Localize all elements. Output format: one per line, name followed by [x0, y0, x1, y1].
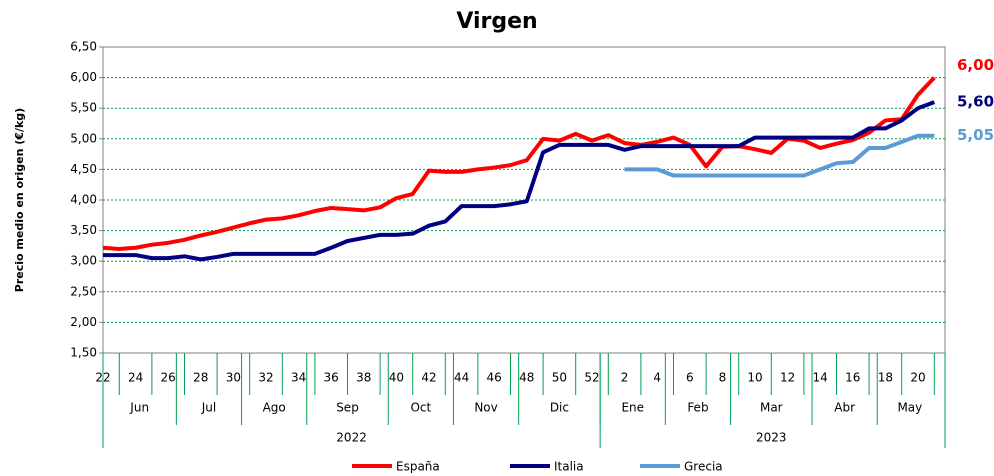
- months-label: Ene: [621, 401, 644, 415]
- months-label: Oct: [410, 401, 431, 415]
- end-value-label: 6,00: [957, 56, 994, 74]
- x-tick-label: 4: [653, 371, 661, 385]
- legend-label: España: [396, 460, 440, 474]
- x-tick-label: 38: [356, 371, 371, 385]
- y-tick-label: 4,00: [70, 193, 97, 207]
- x-tick-label: 2: [621, 371, 629, 385]
- end-value-label: 5,60: [957, 93, 994, 111]
- years-label: 2023: [756, 431, 787, 445]
- months-label: May: [897, 401, 922, 415]
- series-line: [103, 100, 936, 262]
- y-tick-label: 6,50: [70, 40, 97, 54]
- x-tick-label: 42: [421, 371, 436, 385]
- x-tick-label: 40: [389, 371, 404, 385]
- legend-label: Grecia: [684, 460, 723, 474]
- x-tick-label: 16: [845, 371, 860, 385]
- months-label: Jun: [129, 401, 149, 415]
- x-tick-label: 6: [686, 371, 694, 385]
- months-label: Feb: [687, 401, 708, 415]
- y-tick-label: 1,50: [70, 346, 97, 360]
- y-tick-label: 2,50: [70, 284, 97, 298]
- months-label: Mar: [760, 401, 783, 415]
- x-tick-label: 50: [552, 371, 567, 385]
- x-tick-label: 12: [780, 371, 795, 385]
- months-label: Sep: [336, 401, 359, 415]
- x-tick-label: 14: [813, 371, 828, 385]
- y-tick-label: 5,50: [70, 101, 97, 115]
- series-line: [624, 133, 935, 178]
- months-label: Jul: [201, 401, 216, 415]
- x-tick-label: 18: [878, 371, 893, 385]
- y-tick-label: 5,00: [70, 131, 97, 145]
- y-tick-label: 3,00: [70, 254, 97, 268]
- x-tick-label: 24: [128, 371, 143, 385]
- y-tick-label: 4,50: [70, 162, 97, 176]
- years-label: 2022: [336, 431, 367, 445]
- end-value-label: 5,05: [957, 126, 994, 144]
- x-tick-label: 30: [226, 371, 241, 385]
- legend-label: Italia: [554, 460, 584, 474]
- y-tick-label: 6,00: [70, 70, 97, 84]
- x-tick-label: 28: [193, 371, 208, 385]
- x-tick-label: 26: [161, 371, 176, 385]
- months-label: Ago: [263, 401, 286, 415]
- x-tick-label: 34: [291, 371, 306, 385]
- x-tick-label: 8: [719, 371, 727, 385]
- months-label: Abr: [834, 401, 855, 415]
- y-tick-label: 2,00: [70, 315, 97, 329]
- x-tick-label: 44: [454, 371, 469, 385]
- months-label: Nov: [474, 401, 497, 415]
- months-label: Dic: [550, 401, 569, 415]
- x-tick-label: 48: [519, 371, 534, 385]
- x-tick-label: 52: [584, 371, 599, 385]
- y-axis-title: Precio medio en origen (€/kg): [13, 108, 26, 292]
- x-tick-label: 10: [747, 371, 762, 385]
- y-tick-label: 3,50: [70, 223, 97, 237]
- series-line: [102, 76, 936, 251]
- chart-title: Virgen: [456, 9, 537, 34]
- x-tick-label: 20: [910, 371, 925, 385]
- x-tick-label: 36: [324, 371, 339, 385]
- x-tick-label: 32: [258, 371, 273, 385]
- x-tick-label: 46: [487, 371, 502, 385]
